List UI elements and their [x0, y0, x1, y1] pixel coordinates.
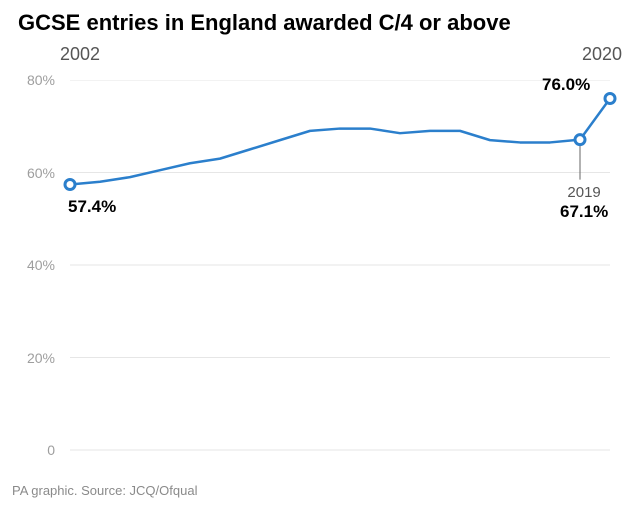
y-tick-label: 60%	[10, 165, 55, 181]
line-chart-svg	[60, 80, 620, 460]
y-tick-label: 20%	[10, 350, 55, 366]
callout-last-value: 76.0%	[542, 75, 590, 94]
callout-2019-value: 67.1%	[560, 202, 608, 221]
chart-title: GCSE entries in England awarded C/4 or a…	[18, 10, 511, 36]
year-start-label: 2002	[60, 44, 100, 65]
y-tick-label: 40%	[10, 257, 55, 273]
year-end-label: 2020	[582, 44, 622, 65]
callout-first-value: 57.4%	[68, 197, 116, 216]
callout-2019: 2019 67.1%	[560, 182, 608, 222]
chart-area	[60, 80, 620, 460]
y-tick-label: 0	[10, 442, 55, 458]
callout-first: 57.4%	[68, 197, 116, 217]
chart-container: GCSE entries in England awarded C/4 or a…	[0, 0, 640, 508]
y-tick-label: 80%	[10, 72, 55, 88]
source-text: PA graphic. Source: JCQ/Ofqual	[12, 483, 197, 498]
callout-last: 76.0%	[542, 75, 590, 95]
callout-2019-year: 2019	[567, 184, 600, 201]
